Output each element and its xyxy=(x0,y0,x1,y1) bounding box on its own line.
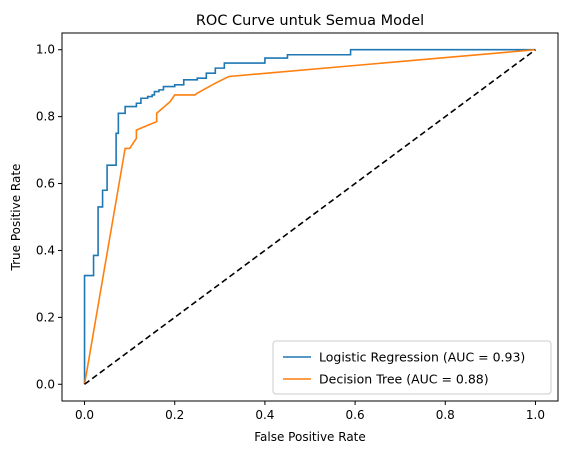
y-tick-label: 0.2 xyxy=(36,310,55,324)
x-tick-label: 0.6 xyxy=(346,408,365,422)
plot-lines xyxy=(83,48,536,385)
x-tick-label: 0.0 xyxy=(75,408,94,422)
x-axis-ticks: 0.0 0.2 0.4 0.6 0.8 1.0 xyxy=(75,401,545,422)
legend: Logistic Regression (AUC = 0.93) Decision… xyxy=(272,340,552,395)
y-tick-label: 0.6 xyxy=(36,177,55,191)
legend-entry-logistic-regression-label: Logistic Regression (AUC = 0.93) xyxy=(319,350,525,365)
y-tick-label: 1.0 xyxy=(36,43,55,57)
chance-diagonal-line xyxy=(84,49,536,385)
plot-frame xyxy=(61,32,559,402)
y-axis-label: True Positive Rate xyxy=(9,164,23,272)
y-tick-label: 0.4 xyxy=(36,243,55,257)
x-tick-label: 0.2 xyxy=(165,408,184,422)
y-tick-label: 0.0 xyxy=(36,377,55,391)
chart-title: ROC Curve untuk Semua Model xyxy=(196,13,424,29)
legend-box xyxy=(272,340,552,395)
y-tick-label: 0.8 xyxy=(36,110,55,124)
x-axis-label: False Positive Rate xyxy=(254,430,366,444)
logistic-regression-line xyxy=(83,48,536,385)
x-tick-label: 1.0 xyxy=(526,408,545,422)
x-tick-label: 0.8 xyxy=(436,408,455,422)
y-axis-ticks: 0.0 0.2 0.4 0.6 0.8 1.0 xyxy=(36,43,62,391)
x-tick-label: 0.4 xyxy=(255,408,274,422)
legend-entry-decision-tree-label: Decision Tree (AUC = 0.88) xyxy=(319,372,489,387)
decision-tree-line xyxy=(83,48,536,385)
